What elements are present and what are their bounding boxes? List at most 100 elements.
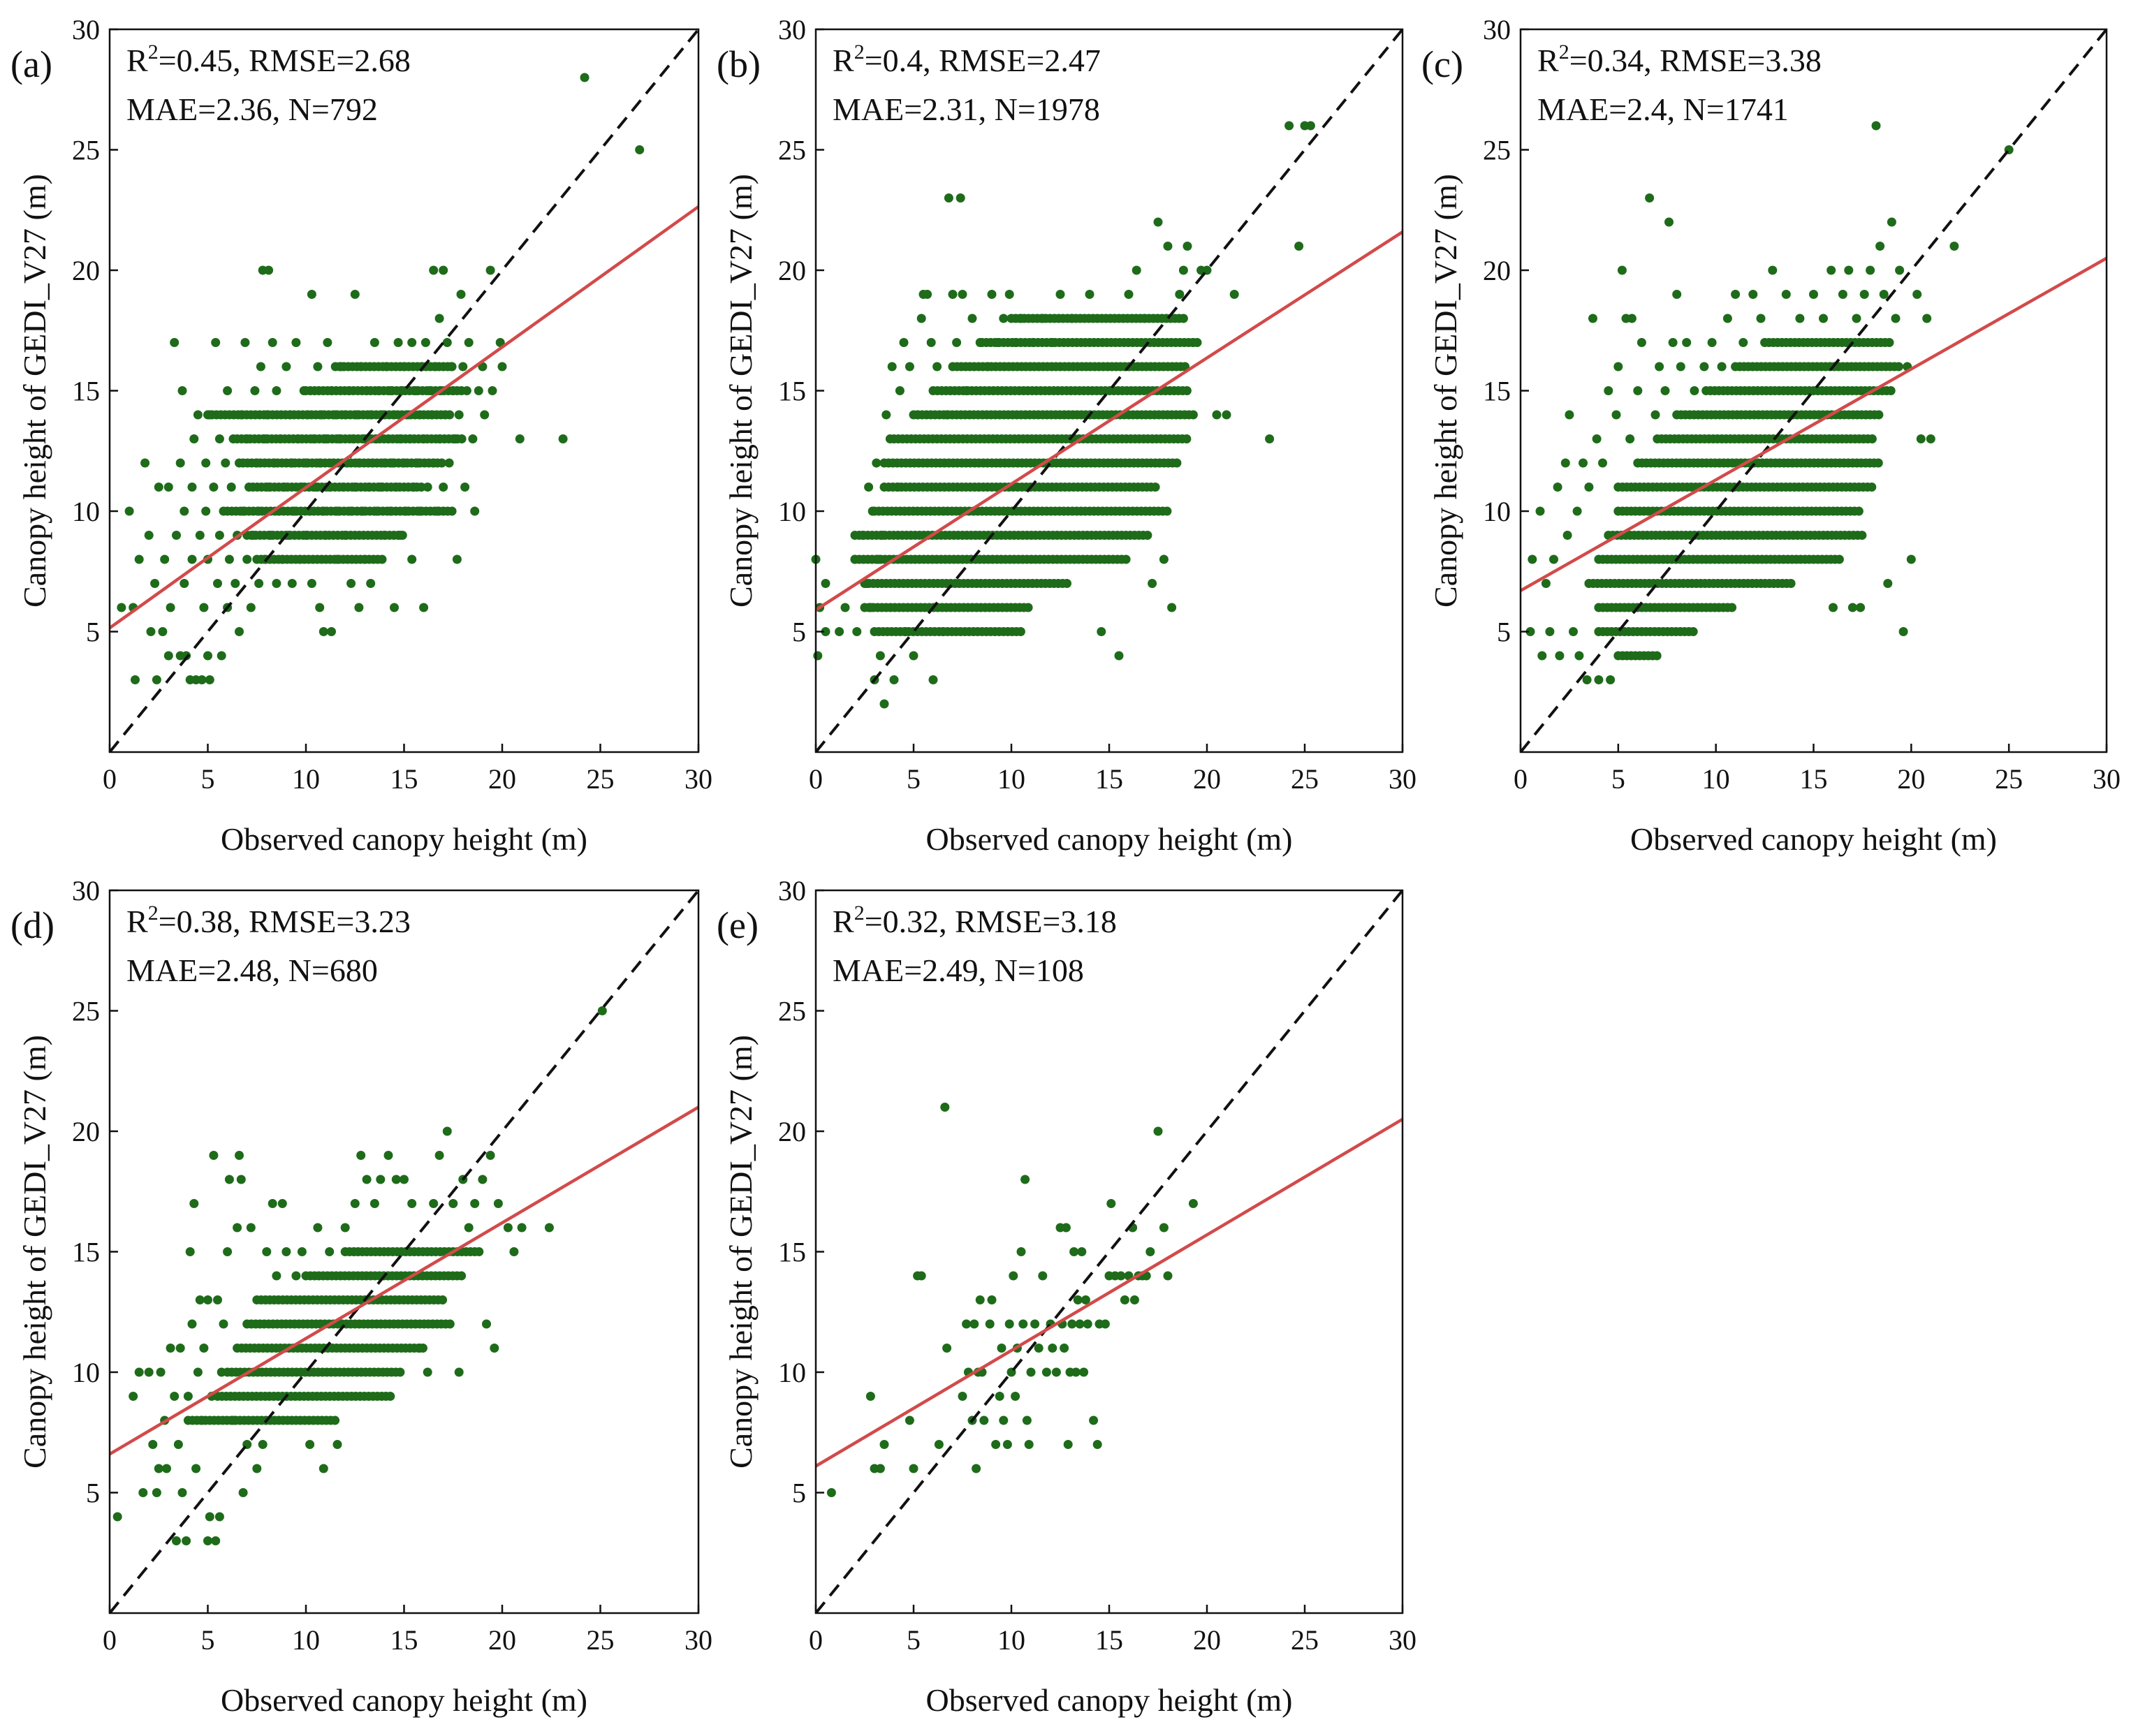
- y-tick-label: 25: [1483, 135, 1511, 166]
- scatter-point: [1124, 290, 1134, 299]
- scatter-point: [1891, 314, 1901, 323]
- y-axis: 5 10 15 20 25 30: [778, 875, 824, 1509]
- scatter-point: [840, 603, 850, 612]
- stats-r2-prefix: R: [1537, 43, 1559, 78]
- scatter-point: [172, 1536, 181, 1545]
- y-tick-label: 10: [72, 496, 100, 527]
- scatter-point: [172, 531, 181, 540]
- scatter-point: [1562, 531, 1572, 540]
- stats-line-1: R2=0.32, RMSE=3.18: [833, 902, 1117, 939]
- scatter-point: [246, 1223, 256, 1233]
- y-axis: 5 10 15 20 25 30: [1483, 14, 1529, 648]
- scatter-point: [923, 290, 932, 299]
- scatter-point: [485, 1151, 495, 1160]
- scatter-point: [1786, 579, 1796, 588]
- scatter-point: [864, 483, 874, 492]
- scatter-point: [117, 603, 126, 612]
- scatter-point: [1545, 627, 1555, 636]
- scatter-point: [865, 1392, 875, 1401]
- scatter-point: [948, 290, 958, 299]
- scatter-point: [224, 1175, 234, 1184]
- scatter-point: [1879, 290, 1889, 299]
- scatter-point: [323, 338, 332, 347]
- scatter-point: [1875, 242, 1885, 251]
- scatter-points: [1525, 121, 2014, 684]
- scatter-point: [437, 458, 446, 468]
- fit-line: [1521, 256, 2107, 592]
- scatter-point: [170, 338, 180, 347]
- scatter-point: [1212, 410, 1222, 420]
- stats-r2-value: =0.45, RMSE=2.68: [159, 43, 411, 78]
- scatter-point: [307, 290, 316, 299]
- scatter-point: [1092, 1440, 1102, 1449]
- scatter-point: [875, 651, 885, 661]
- scatter-point: [515, 434, 525, 443]
- panel-b: 0 5 10 15 20 25 30 5 10 15 20 25 30 Observed canopy h…: [717, 14, 1416, 857]
- scatter-point: [969, 1319, 979, 1329]
- scatter-point: [369, 1199, 379, 1208]
- scatter-point: [209, 483, 219, 492]
- scatter-point: [1574, 651, 1584, 661]
- y-tick-label: 15: [72, 1237, 100, 1268]
- scatter-point: [1024, 1440, 1034, 1449]
- scatter-point: [1819, 314, 1828, 323]
- y-tick-label: 20: [778, 1116, 806, 1147]
- scatter-point: [987, 1295, 997, 1304]
- scatter-point: [272, 579, 281, 588]
- scatter-point: [445, 410, 455, 420]
- scatter-point: [305, 1440, 315, 1449]
- x-tick-label: 30: [1389, 1624, 1416, 1656]
- scatter-point: [400, 1175, 409, 1184]
- scatter-point: [1660, 386, 1670, 395]
- scatter-point: [1004, 1319, 1014, 1329]
- scatter-point: [297, 1247, 307, 1256]
- scatter-point: [146, 627, 156, 636]
- scatter-point: [490, 1344, 499, 1353]
- scatter-point: [1672, 290, 1682, 299]
- scatter-point: [1637, 338, 1646, 347]
- scatter-point: [1565, 410, 1574, 420]
- scatter-point: [158, 627, 168, 636]
- scatter-point: [952, 338, 962, 347]
- scatter-point: [454, 410, 464, 420]
- scatter-point: [1588, 314, 1597, 323]
- scatter-point: [835, 627, 844, 636]
- stats-line-1: R2=0.4, RMSE=2.47: [833, 41, 1101, 78]
- x-axis-title: Observed canopy height (m): [1630, 821, 1997, 857]
- scatter-point: [1606, 675, 1616, 684]
- scatter-point: [1011, 1392, 1020, 1401]
- panel-label: (a): [10, 43, 52, 85]
- scatter-point: [434, 314, 444, 323]
- x-tick-label: 10: [292, 1624, 320, 1656]
- scatter-point: [318, 627, 328, 636]
- stats-r2-value: =0.34, RMSE=3.38: [1569, 43, 1822, 78]
- scatter-point: [173, 1440, 183, 1449]
- scatter-point: [1717, 362, 1727, 372]
- scatter-point: [423, 483, 432, 492]
- scatter-point: [1294, 242, 1304, 251]
- scatter-point: [177, 386, 187, 395]
- scatter-point: [1106, 1199, 1116, 1208]
- scatter-point: [191, 1464, 201, 1473]
- scatter-point: [1738, 338, 1748, 347]
- scatter-point: [185, 1247, 195, 1256]
- scatter-point: [209, 1151, 219, 1160]
- y-tick-label: 5: [1497, 617, 1511, 648]
- scatter-point: [1949, 242, 1959, 251]
- scatter-point: [187, 483, 197, 492]
- x-axis: 0 5 10 15 20 25 30: [103, 1605, 712, 1656]
- y-tick-label: 20: [72, 255, 100, 286]
- scatter-point: [1867, 434, 1877, 443]
- y-tick-label: 10: [1483, 496, 1511, 527]
- scatter-point: [1731, 290, 1741, 299]
- scatter-point: [213, 1295, 222, 1304]
- scatter-point: [1034, 1344, 1044, 1353]
- scatter-point: [1549, 554, 1558, 564]
- scatter-point: [1048, 1344, 1057, 1353]
- y-tick-label: 20: [72, 1116, 100, 1147]
- scatter-point: [1159, 554, 1169, 564]
- scatter-point: [1020, 1175, 1030, 1184]
- scatter-point: [195, 1295, 205, 1304]
- scatter-point: [140, 458, 150, 468]
- scatter-point: [242, 554, 252, 564]
